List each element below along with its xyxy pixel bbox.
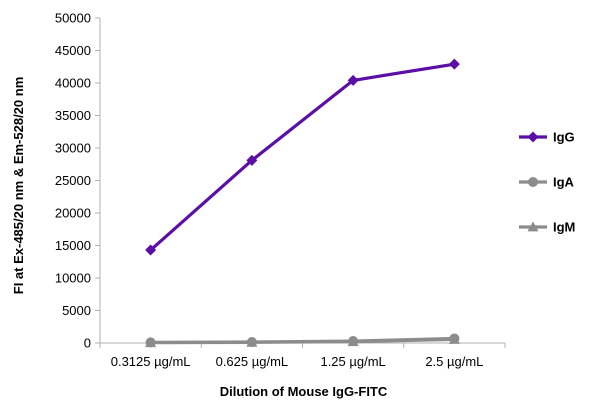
series-line: [150, 336, 455, 344]
x-tick-label: 0.3125 µg/mL: [111, 354, 191, 369]
series-igg: [145, 58, 460, 256]
x-tick-label: 1.25 µg/mL: [320, 354, 385, 369]
y-axis-ticks: 0 5000 10000 15000 20000 25000 30000 35000 40000…: [55, 11, 100, 351]
data-point: [145, 244, 157, 256]
data-point: [448, 58, 460, 70]
data-point: [449, 333, 460, 344]
y-tick-label: 25000: [55, 173, 91, 188]
legend-item-igg: IgG: [519, 130, 575, 145]
data-point: [347, 74, 359, 86]
y-tick-label: 30000: [55, 141, 91, 156]
y-tick-label: 10000: [55, 271, 91, 286]
y-tick-label: 5000: [62, 303, 91, 318]
legend: IgG IgA IgM: [519, 130, 575, 235]
y-tick-label: 0: [84, 336, 91, 351]
x-tick-label: 0.625 µg/mL: [216, 354, 289, 369]
y-axis-title: FI at Ex-485/20 nm & Em-528/20 nm: [11, 77, 26, 294]
data-point: [145, 337, 156, 348]
x-axis-ticks: 0.3125 µg/mL 0.625 µg/mL 1.25 µg/mL 2.5 µg/…: [99, 343, 506, 369]
series-iga: [145, 333, 460, 348]
y-tick-label: 35000: [55, 108, 91, 123]
legend-marker: [528, 177, 538, 187]
series-line: [149, 62, 455, 252]
data-point: [246, 337, 257, 348]
y-tick-label: 15000: [55, 238, 91, 253]
legend-marker: [527, 221, 539, 232]
y-tick-label: 45000: [55, 43, 91, 58]
data-point: [246, 154, 258, 166]
y-tick-label: 50000: [55, 11, 91, 26]
legend-label: IgG: [553, 130, 575, 145]
legend-marker: [527, 131, 539, 143]
y-tick-label: 20000: [55, 206, 91, 221]
legend-label: IgA: [553, 175, 575, 190]
legend-item-igm: IgM: [519, 220, 575, 235]
data-point: [348, 336, 359, 347]
legend-item-iga: IgA: [519, 175, 575, 190]
series-layer: [145, 58, 460, 348]
y-tick-label: 40000: [55, 76, 91, 91]
legend-label: IgM: [553, 220, 575, 235]
x-axis-title: Dilution of Mouse IgG-FITC: [220, 384, 388, 399]
x-tick-label: 2.5 µg/mL: [425, 354, 483, 369]
